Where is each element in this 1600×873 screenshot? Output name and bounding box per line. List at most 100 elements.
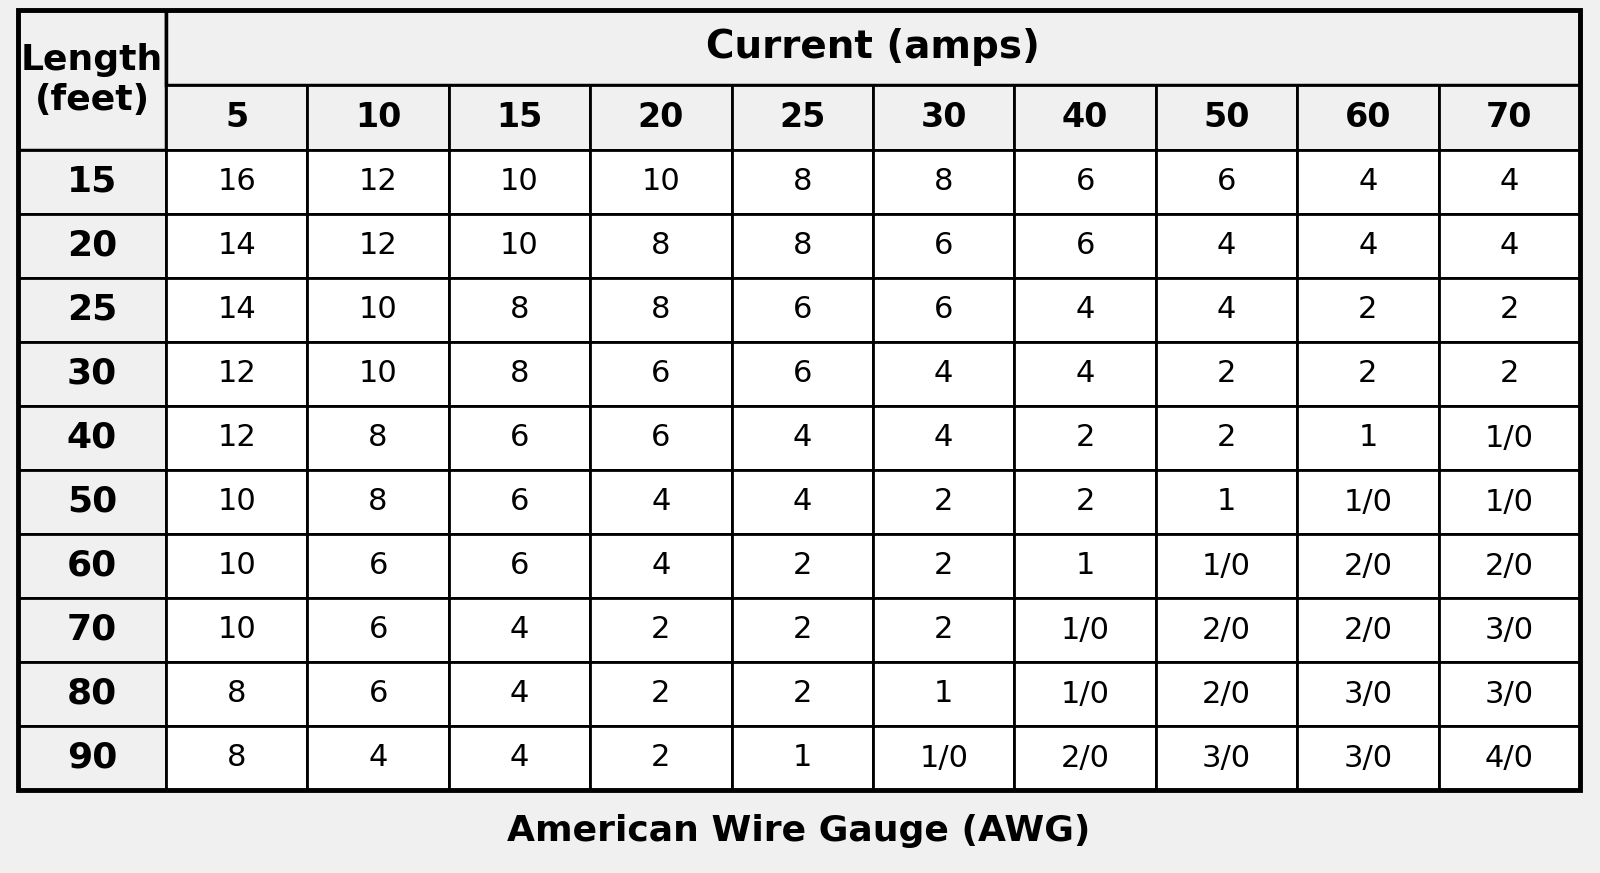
Text: 12: 12 [218, 360, 256, 388]
Text: 30: 30 [920, 101, 966, 134]
Text: 8: 8 [651, 295, 670, 325]
Bar [874, 342, 1014, 406]
Bar [18, 470, 166, 534]
Bar [731, 85, 874, 150]
Bar [18, 214, 166, 278]
Bar [307, 470, 448, 534]
Bar [1438, 214, 1581, 278]
Bar [448, 662, 590, 726]
Bar [1438, 470, 1581, 534]
Text: 2: 2 [1218, 360, 1237, 388]
Text: 12: 12 [358, 168, 397, 196]
Bar [731, 278, 874, 342]
Text: 2: 2 [1358, 360, 1378, 388]
Bar [874, 534, 1014, 598]
Text: 1/0: 1/0 [1061, 615, 1110, 644]
Text: 60: 60 [1344, 101, 1390, 134]
Text: 2: 2 [934, 487, 954, 517]
Text: 2/0: 2/0 [1202, 615, 1251, 644]
Bar [1438, 726, 1581, 790]
Bar [307, 406, 448, 470]
Text: 2: 2 [934, 615, 954, 644]
Text: 6: 6 [934, 295, 954, 325]
Text: 16: 16 [218, 168, 256, 196]
Bar [1014, 214, 1155, 278]
Bar [731, 214, 874, 278]
Bar [1155, 726, 1298, 790]
Bar [874, 470, 1014, 534]
Text: 1/0: 1/0 [1485, 423, 1534, 452]
Text: 4: 4 [368, 744, 387, 773]
Bar [1155, 278, 1298, 342]
Text: 8: 8 [934, 168, 954, 196]
Bar [1014, 342, 1155, 406]
Text: 6: 6 [510, 423, 530, 452]
Text: 8: 8 [510, 295, 530, 325]
Bar [1438, 406, 1581, 470]
Text: 4: 4 [510, 615, 530, 644]
Bar [307, 85, 448, 150]
Bar [1014, 726, 1155, 790]
Bar [166, 406, 307, 470]
Bar [590, 662, 731, 726]
Bar [1438, 85, 1581, 150]
Bar [307, 662, 448, 726]
Bar [1155, 214, 1298, 278]
Text: 6: 6 [368, 679, 387, 709]
Bar [1438, 150, 1581, 214]
Text: 10: 10 [218, 552, 256, 581]
Text: 4: 4 [1218, 295, 1237, 325]
Text: 70: 70 [67, 613, 117, 647]
Text: 8: 8 [792, 168, 813, 196]
Text: 4: 4 [651, 552, 670, 581]
Bar [18, 342, 166, 406]
Bar [874, 85, 1014, 150]
Bar [590, 150, 731, 214]
Text: 8: 8 [368, 423, 387, 452]
Bar [874, 214, 1014, 278]
Text: 8: 8 [227, 679, 246, 709]
Text: 8: 8 [510, 360, 530, 388]
Text: 10: 10 [358, 295, 397, 325]
Text: 5: 5 [226, 101, 248, 134]
Text: 2: 2 [792, 615, 811, 644]
Text: 2: 2 [1218, 423, 1237, 452]
Text: 6: 6 [651, 360, 670, 388]
Bar [1298, 342, 1438, 406]
Bar [1298, 662, 1438, 726]
Bar [874, 278, 1014, 342]
Bar [731, 598, 874, 662]
Text: 1: 1 [1218, 487, 1237, 517]
Text: 80: 80 [67, 677, 117, 711]
Bar [590, 534, 731, 598]
Text: 4: 4 [1218, 231, 1237, 260]
Text: 3/0: 3/0 [1485, 679, 1534, 709]
Text: 10: 10 [501, 231, 539, 260]
Bar [874, 726, 1014, 790]
Text: 2: 2 [1499, 360, 1518, 388]
Text: 6: 6 [368, 552, 387, 581]
Text: 4: 4 [1075, 360, 1094, 388]
Bar [18, 598, 166, 662]
Bar [731, 534, 874, 598]
Bar [166, 534, 307, 598]
Text: 4: 4 [792, 487, 811, 517]
Text: 15: 15 [496, 101, 542, 134]
Text: Length
(feet): Length (feet) [21, 44, 163, 117]
Bar [874, 406, 1014, 470]
Bar [448, 214, 590, 278]
Text: 4: 4 [651, 487, 670, 517]
Bar [166, 662, 307, 726]
Text: 1: 1 [934, 679, 954, 709]
Text: 1/0: 1/0 [1061, 679, 1110, 709]
Text: 2: 2 [651, 615, 670, 644]
Text: 6: 6 [651, 423, 670, 452]
Text: 90: 90 [67, 741, 117, 775]
Bar [874, 662, 1014, 726]
Text: 4: 4 [934, 423, 954, 452]
Bar [590, 598, 731, 662]
Bar [1155, 598, 1298, 662]
Bar [1155, 150, 1298, 214]
Text: 4/0: 4/0 [1485, 744, 1534, 773]
Text: 70: 70 [1486, 101, 1533, 134]
